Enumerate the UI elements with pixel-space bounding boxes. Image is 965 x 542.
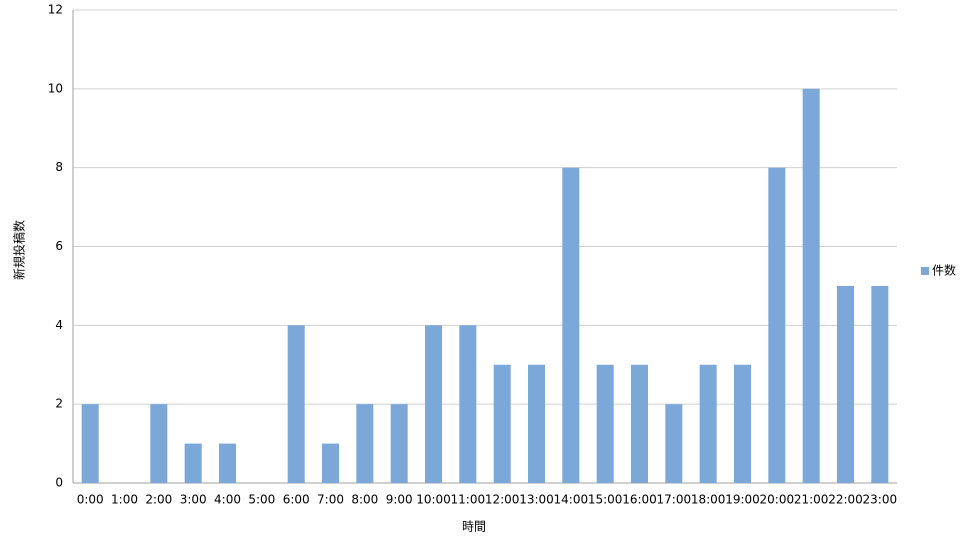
x-axis-label: 時間 xyxy=(462,520,486,534)
bar xyxy=(425,325,442,483)
x-tick-label: 13:00 xyxy=(519,493,554,507)
bar xyxy=(390,404,408,483)
x-tick-label: 15:00 xyxy=(588,493,623,507)
y-tick-label: 2 xyxy=(55,397,63,411)
x-tick-label: 3:00 xyxy=(180,493,207,507)
x-tick-label: 0:00 xyxy=(77,493,104,507)
bar xyxy=(631,364,648,483)
x-tick-label: 6:00 xyxy=(283,493,310,507)
x-tick-label: 19:00 xyxy=(725,493,760,507)
x-tick-label: 2:00 xyxy=(145,493,172,507)
bar xyxy=(81,404,99,483)
x-tick-label: 5:00 xyxy=(248,493,275,507)
x-tick-label: 10:00 xyxy=(416,493,451,507)
x-tick-label: 23:00 xyxy=(863,493,898,507)
x-tick-label: 11:00 xyxy=(451,493,486,507)
bar xyxy=(459,325,477,483)
x-tick-label: 16:00 xyxy=(622,493,657,507)
bar xyxy=(493,364,511,483)
x-tick-label: 8:00 xyxy=(351,493,378,507)
bar xyxy=(802,88,820,483)
x-tick-label: 20:00 xyxy=(760,493,795,507)
bar xyxy=(184,443,202,483)
bar xyxy=(768,167,786,483)
x-tick-label: 1:00 xyxy=(111,493,138,507)
bar xyxy=(562,167,580,483)
x-tick-label: 14:00 xyxy=(554,493,589,507)
y-tick-label: 4 xyxy=(55,318,63,332)
bar xyxy=(734,364,751,483)
y-tick-label: 8 xyxy=(55,160,63,174)
y-tick-label: 10 xyxy=(48,81,63,95)
bar xyxy=(356,404,374,483)
x-tick-label: 22:00 xyxy=(828,493,863,507)
bar xyxy=(871,285,889,483)
x-tick-label: 21:00 xyxy=(794,493,829,507)
legend-label: 件数 xyxy=(932,263,956,278)
bar xyxy=(596,364,614,483)
bar xyxy=(699,364,717,483)
bar xyxy=(528,364,545,483)
y-axis-label: 新規投稿数 xyxy=(12,220,27,280)
x-tick-label: 18:00 xyxy=(691,493,726,507)
x-tick-label: 9:00 xyxy=(386,493,413,507)
x-tick-label: 4:00 xyxy=(214,493,241,507)
x-tick-label: 7:00 xyxy=(317,493,344,507)
legend-swatch xyxy=(921,267,929,275)
x-tick-label: 12:00 xyxy=(485,493,520,507)
bar xyxy=(665,404,683,483)
bar xyxy=(287,325,305,483)
bar xyxy=(322,443,339,483)
x-tick-label: 17:00 xyxy=(657,493,692,507)
bar xyxy=(219,443,236,483)
bar xyxy=(150,404,168,483)
y-tick-label: 6 xyxy=(55,239,63,253)
bar xyxy=(837,285,854,483)
y-tick-label: 0 xyxy=(55,476,63,490)
y-tick-label: 12 xyxy=(48,3,63,17)
